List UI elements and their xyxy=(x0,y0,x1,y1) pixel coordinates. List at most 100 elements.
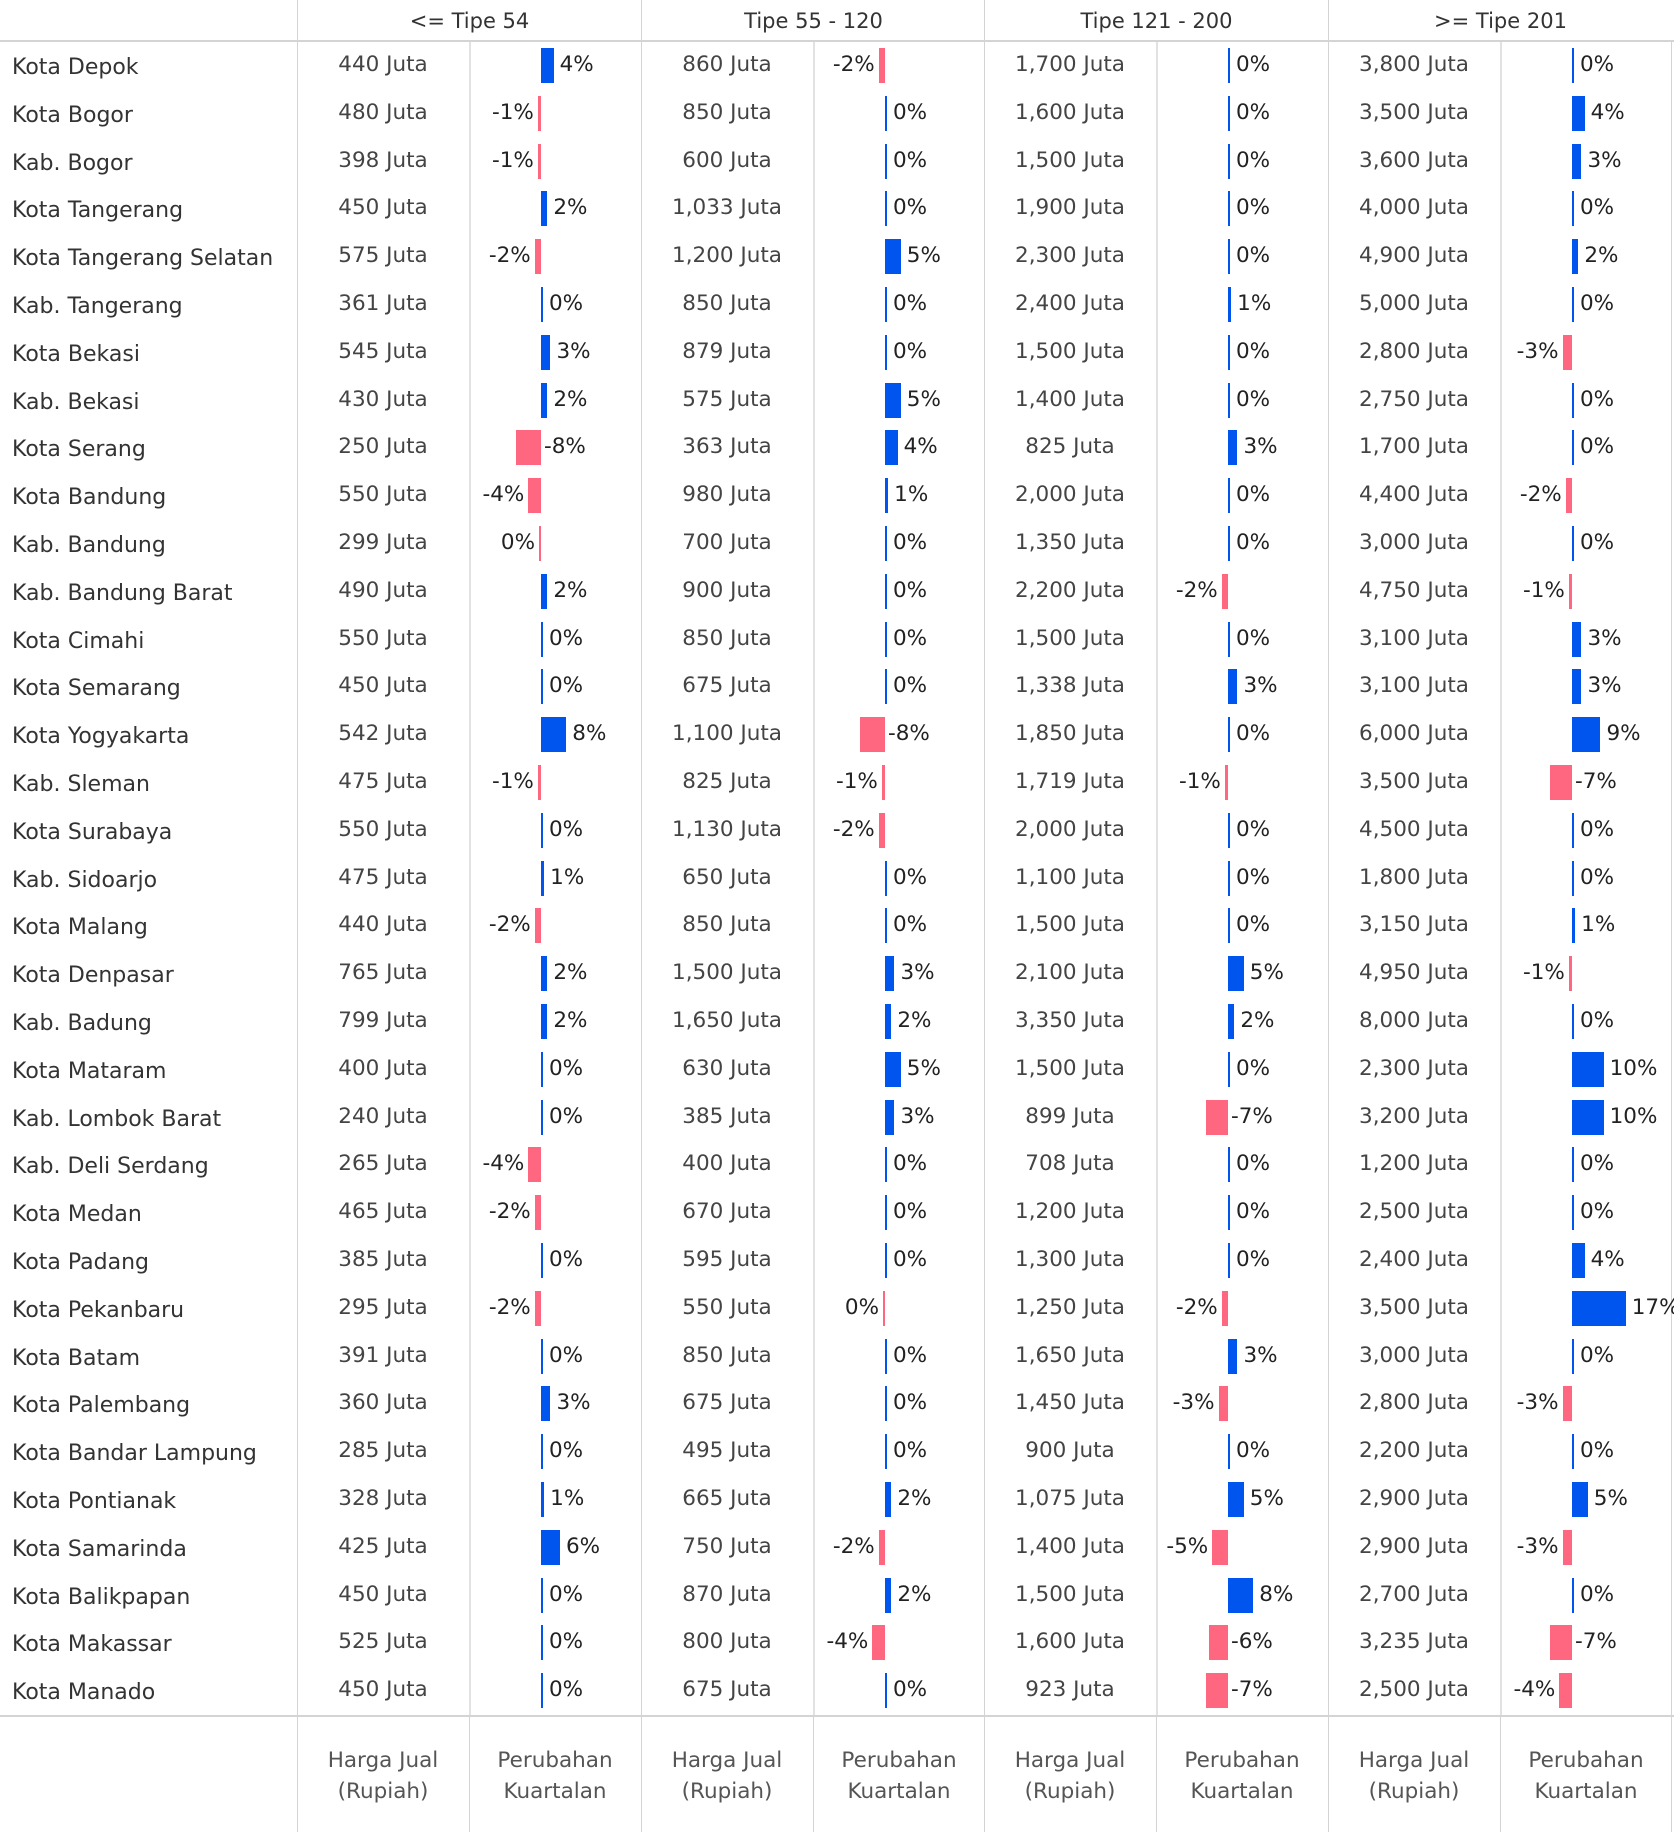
price-value: 3,500 Juta xyxy=(1359,769,1469,794)
positive-change-bar xyxy=(1228,239,1230,275)
change-label: -7% xyxy=(1231,1677,1273,1703)
change-label: 0% xyxy=(1580,1008,1615,1033)
table-row: Kota Surabaya 550 Juta 0% 1,130 Juta -2% 2,00… xyxy=(0,807,1674,855)
price-value: 850 Juta xyxy=(682,912,772,938)
price-value: 3,800 Juta xyxy=(1359,52,1469,77)
price-value: 1,250 Juta xyxy=(1015,1294,1125,1320)
table-row: Kab. Bogor 398 Juta -1% 600 Juta 0% 1,500 Jut… xyxy=(0,138,1674,186)
region-name: Kota Depok xyxy=(12,55,139,80)
price-value: 2,300 Juta xyxy=(1015,243,1125,269)
price-value: 765 Juta xyxy=(338,960,428,986)
positive-change-bar xyxy=(1228,1577,1254,1613)
positive-change-bar xyxy=(885,860,887,896)
positive-change-bar xyxy=(1228,717,1230,753)
positive-change-bar xyxy=(541,1434,543,1470)
price-value: 675 Juta xyxy=(682,673,772,699)
table-row: Kab. Sleman 475 Juta -1% 825 Juta -1% 1,719 J… xyxy=(0,759,1674,807)
change-label: 8% xyxy=(1259,1581,1294,1607)
column-footer: Harga Jual (Rupiah) Perubahan Kuartalan Harg… xyxy=(0,1715,1674,1832)
price-value: 3,000 Juta xyxy=(1359,530,1469,555)
group-header: Tipe 121 - 200 xyxy=(984,0,1328,40)
change-label: 0% xyxy=(844,1294,879,1320)
change-label: 0% xyxy=(1580,1438,1615,1464)
table-row: Kota Palembang 360 Juta 3% 675 Juta 0% 1,450 … xyxy=(0,1380,1674,1428)
label-line: Harga Jual xyxy=(1358,1747,1470,1773)
change-label: 4% xyxy=(903,434,938,460)
positive-change-bar xyxy=(541,1577,543,1613)
region-name: Kota Bandar Lampung xyxy=(12,1441,257,1467)
label-line: Perubahan xyxy=(1528,1747,1644,1773)
price-value: 650 Juta xyxy=(682,864,772,890)
price-value: 1,130 Juta xyxy=(672,816,782,842)
price-value: 2,700 Juta xyxy=(1359,1581,1469,1607)
price-value: 850 Juta xyxy=(682,99,772,125)
negative-change-bar xyxy=(1559,1673,1572,1709)
price-value: 430 Juta xyxy=(338,386,428,412)
price-value: 3,150 Juta xyxy=(1359,912,1469,938)
table-row: Kab. Lombok Barat 240 Juta 0% 385 Juta 3% 899… xyxy=(0,1094,1674,1142)
price-value: 575 Juta xyxy=(682,386,772,412)
change-label: 0% xyxy=(893,625,928,651)
table-row: Kota Bogor 480 Juta -1% 850 Juta 0% 1,600 Jut… xyxy=(0,90,1674,138)
change-label: -7% xyxy=(1575,769,1617,794)
positive-change-bar xyxy=(1228,430,1238,466)
price-value: 1,100 Juta xyxy=(672,721,782,747)
price-value: 675 Juta xyxy=(682,1390,772,1416)
price-value: 630 Juta xyxy=(682,1055,772,1081)
negative-change-bar xyxy=(878,48,885,83)
change-label: 0% xyxy=(1236,864,1271,890)
change-label: 2% xyxy=(553,195,588,221)
price-value: 1,700 Juta xyxy=(1359,434,1469,460)
price-value: 525 Juta xyxy=(338,1629,428,1655)
change-label: 0% xyxy=(1236,243,1271,269)
price-value: 1,600 Juta xyxy=(1015,1629,1125,1655)
change-label: 3% xyxy=(1243,434,1278,460)
footer-divider xyxy=(1500,1717,1501,1832)
change-label: -5% xyxy=(1166,1533,1209,1559)
region-name: Kota Bandung xyxy=(12,485,167,511)
positive-change-bar xyxy=(885,1434,887,1470)
positive-change-bar xyxy=(541,1004,548,1039)
negative-change-bar xyxy=(1205,1099,1228,1135)
price-value: 1,500 Juta xyxy=(1015,147,1125,173)
change-label: -3% xyxy=(1516,338,1559,364)
positive-change-bar xyxy=(541,287,543,322)
change-label: 0% xyxy=(1236,816,1271,842)
positive-change-bar xyxy=(885,669,887,705)
change-label: 0% xyxy=(1236,1151,1271,1177)
change-label: 0% xyxy=(1236,195,1271,221)
table-row: Kota Medan 465 Juta -2% 670 Juta 0% 1,200 Jut… xyxy=(0,1189,1674,1237)
change-label: 3% xyxy=(1587,147,1622,173)
positive-change-bar xyxy=(541,956,548,992)
change-label: -4% xyxy=(482,482,525,508)
column-divider xyxy=(641,42,642,1715)
price-value: 800 Juta xyxy=(682,1629,772,1655)
label-line: Kuartalan xyxy=(1534,1778,1638,1804)
negative-change-bar xyxy=(881,765,885,800)
table-row: Kab. Tangerang 361 Juta 0% 850 Juta 0% 2,400 … xyxy=(0,281,1674,329)
price-value: 825 Juta xyxy=(682,769,772,794)
change-label: -2% xyxy=(832,52,875,77)
price-value: 1,400 Juta xyxy=(1015,1533,1125,1559)
positive-change-bar xyxy=(1572,1051,1604,1087)
positive-change-bar xyxy=(541,334,551,370)
positive-change-bar xyxy=(1228,669,1238,705)
price-value: 4,500 Juta xyxy=(1359,816,1469,842)
positive-change-bar xyxy=(885,430,898,466)
change-label: -2% xyxy=(488,912,531,938)
negative-change-bar xyxy=(528,478,541,514)
subcolumn-divider xyxy=(813,42,815,1715)
change-label: 2% xyxy=(897,1581,932,1607)
change-label: 0% xyxy=(1236,1055,1271,1081)
price-value: 850 Juta xyxy=(682,1342,772,1368)
price-value: 665 Juta xyxy=(682,1486,772,1511)
positive-change-bar xyxy=(885,956,895,992)
table-row: Kota Pontianak 328 Juta 1% 665 Juta 2% 1,075 … xyxy=(0,1476,1674,1524)
positive-change-bar xyxy=(885,1004,892,1039)
price-value: 1,100 Juta xyxy=(1015,864,1125,890)
positive-change-bar xyxy=(885,526,887,561)
price-value: 400 Juta xyxy=(338,1055,428,1081)
footer-divider xyxy=(641,1717,642,1832)
change-label: 5% xyxy=(906,243,941,269)
table-row: Kab. Badung 799 Juta 2% 1,650 Juta 2% 3,350 J… xyxy=(0,998,1674,1046)
